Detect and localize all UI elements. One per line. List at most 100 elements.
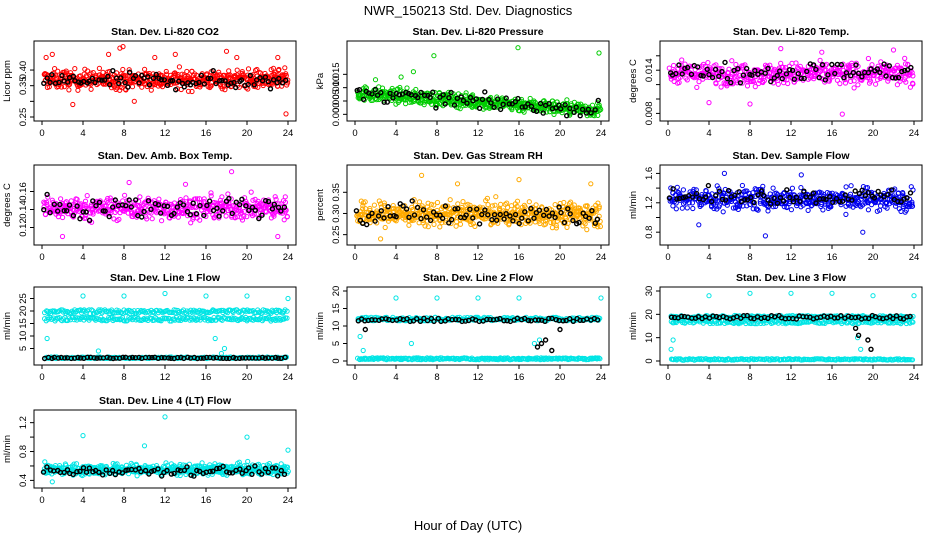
data-point (592, 220, 598, 226)
data-point (891, 68, 898, 74)
data-point (894, 62, 901, 69)
data-point (872, 200, 878, 206)
data-point (847, 203, 853, 209)
data-point (691, 186, 697, 192)
data-point (197, 314, 203, 321)
data-point (219, 208, 226, 214)
data-point (666, 65, 672, 71)
data-point (543, 206, 550, 213)
data-point (84, 354, 91, 360)
data-point (855, 82, 861, 88)
data-point (843, 70, 850, 76)
data-point (83, 73, 90, 79)
data-point (106, 213, 112, 220)
data-point (162, 290, 168, 297)
data-point (830, 199, 836, 205)
panel-title: Stan. Dev. Li-820 CO2 (111, 26, 219, 38)
data-point (56, 79, 62, 86)
data-point (417, 318, 424, 324)
data-point (742, 197, 748, 203)
data-point (406, 222, 412, 228)
data-point (262, 355, 268, 361)
data-point (847, 191, 854, 197)
data-point (787, 194, 793, 201)
data-point (865, 207, 872, 213)
data-point (428, 201, 434, 207)
data-point (775, 81, 781, 87)
x-tick-label: 8 (747, 128, 752, 139)
series-2 (668, 59, 914, 86)
data-point (570, 217, 576, 224)
data-point (403, 206, 410, 212)
data-point (682, 65, 688, 72)
data-point (439, 215, 446, 222)
data-point (197, 217, 203, 223)
data-point (491, 104, 497, 111)
data-point (843, 211, 849, 217)
data-point (736, 189, 742, 195)
data-point (765, 65, 771, 72)
x-axis: 0 4 8 12 16 20 24 (39, 365, 293, 383)
data-point (470, 215, 476, 221)
data-point (751, 202, 757, 208)
data-point (595, 97, 601, 104)
data-point (804, 68, 810, 75)
data-point (703, 194, 709, 200)
data-point (793, 194, 800, 201)
data-point (747, 101, 753, 107)
data-point (673, 206, 679, 212)
y-tick-label: 0.14 (18, 200, 29, 219)
data-point (761, 75, 767, 81)
series-1 (666, 46, 916, 117)
data-point (107, 355, 113, 361)
data-point (709, 198, 715, 205)
data-point (207, 75, 214, 82)
data-point (730, 205, 737, 211)
data-point (208, 83, 214, 89)
data-point (884, 205, 890, 211)
data-point (898, 199, 904, 205)
data-point (113, 75, 120, 81)
data-point (696, 79, 702, 85)
x-tick-label: 0 (352, 252, 357, 263)
data-point (571, 202, 577, 208)
data-point (848, 183, 854, 189)
data-point (123, 202, 129, 209)
data-point (415, 94, 421, 101)
data-point (96, 77, 102, 83)
data-point (198, 355, 204, 361)
data-point (194, 196, 200, 202)
data-point (88, 86, 94, 92)
data-point (728, 79, 734, 86)
data-point (576, 219, 582, 226)
data-point (862, 193, 868, 199)
data-point (70, 101, 76, 108)
data-point (437, 212, 443, 218)
data-point (553, 105, 559, 111)
data-point (533, 108, 540, 115)
data-point (442, 101, 448, 107)
data-point (364, 221, 370, 228)
data-point (507, 213, 513, 219)
x-tick-label: 16 (827, 252, 838, 263)
data-point (770, 185, 776, 191)
data-point (204, 202, 210, 209)
data-point (219, 194, 225, 200)
x-tick-label: 16 (514, 252, 525, 263)
x-tick-label: 4 (706, 128, 711, 139)
data-point (185, 88, 192, 94)
data-point (267, 86, 274, 92)
data-point (783, 71, 790, 77)
data-point (713, 80, 719, 86)
data-point (249, 204, 256, 211)
data-point (58, 196, 64, 202)
data-point (841, 74, 847, 81)
data-point (476, 105, 483, 112)
data-point (558, 209, 564, 216)
data-point (865, 55, 872, 62)
panel-title: Stan. Dev. Amb. Box Temp. (98, 150, 233, 162)
x-tick-label: 0 (352, 128, 357, 139)
data-point (525, 101, 531, 107)
data-point (384, 99, 390, 105)
data-point (228, 80, 234, 86)
